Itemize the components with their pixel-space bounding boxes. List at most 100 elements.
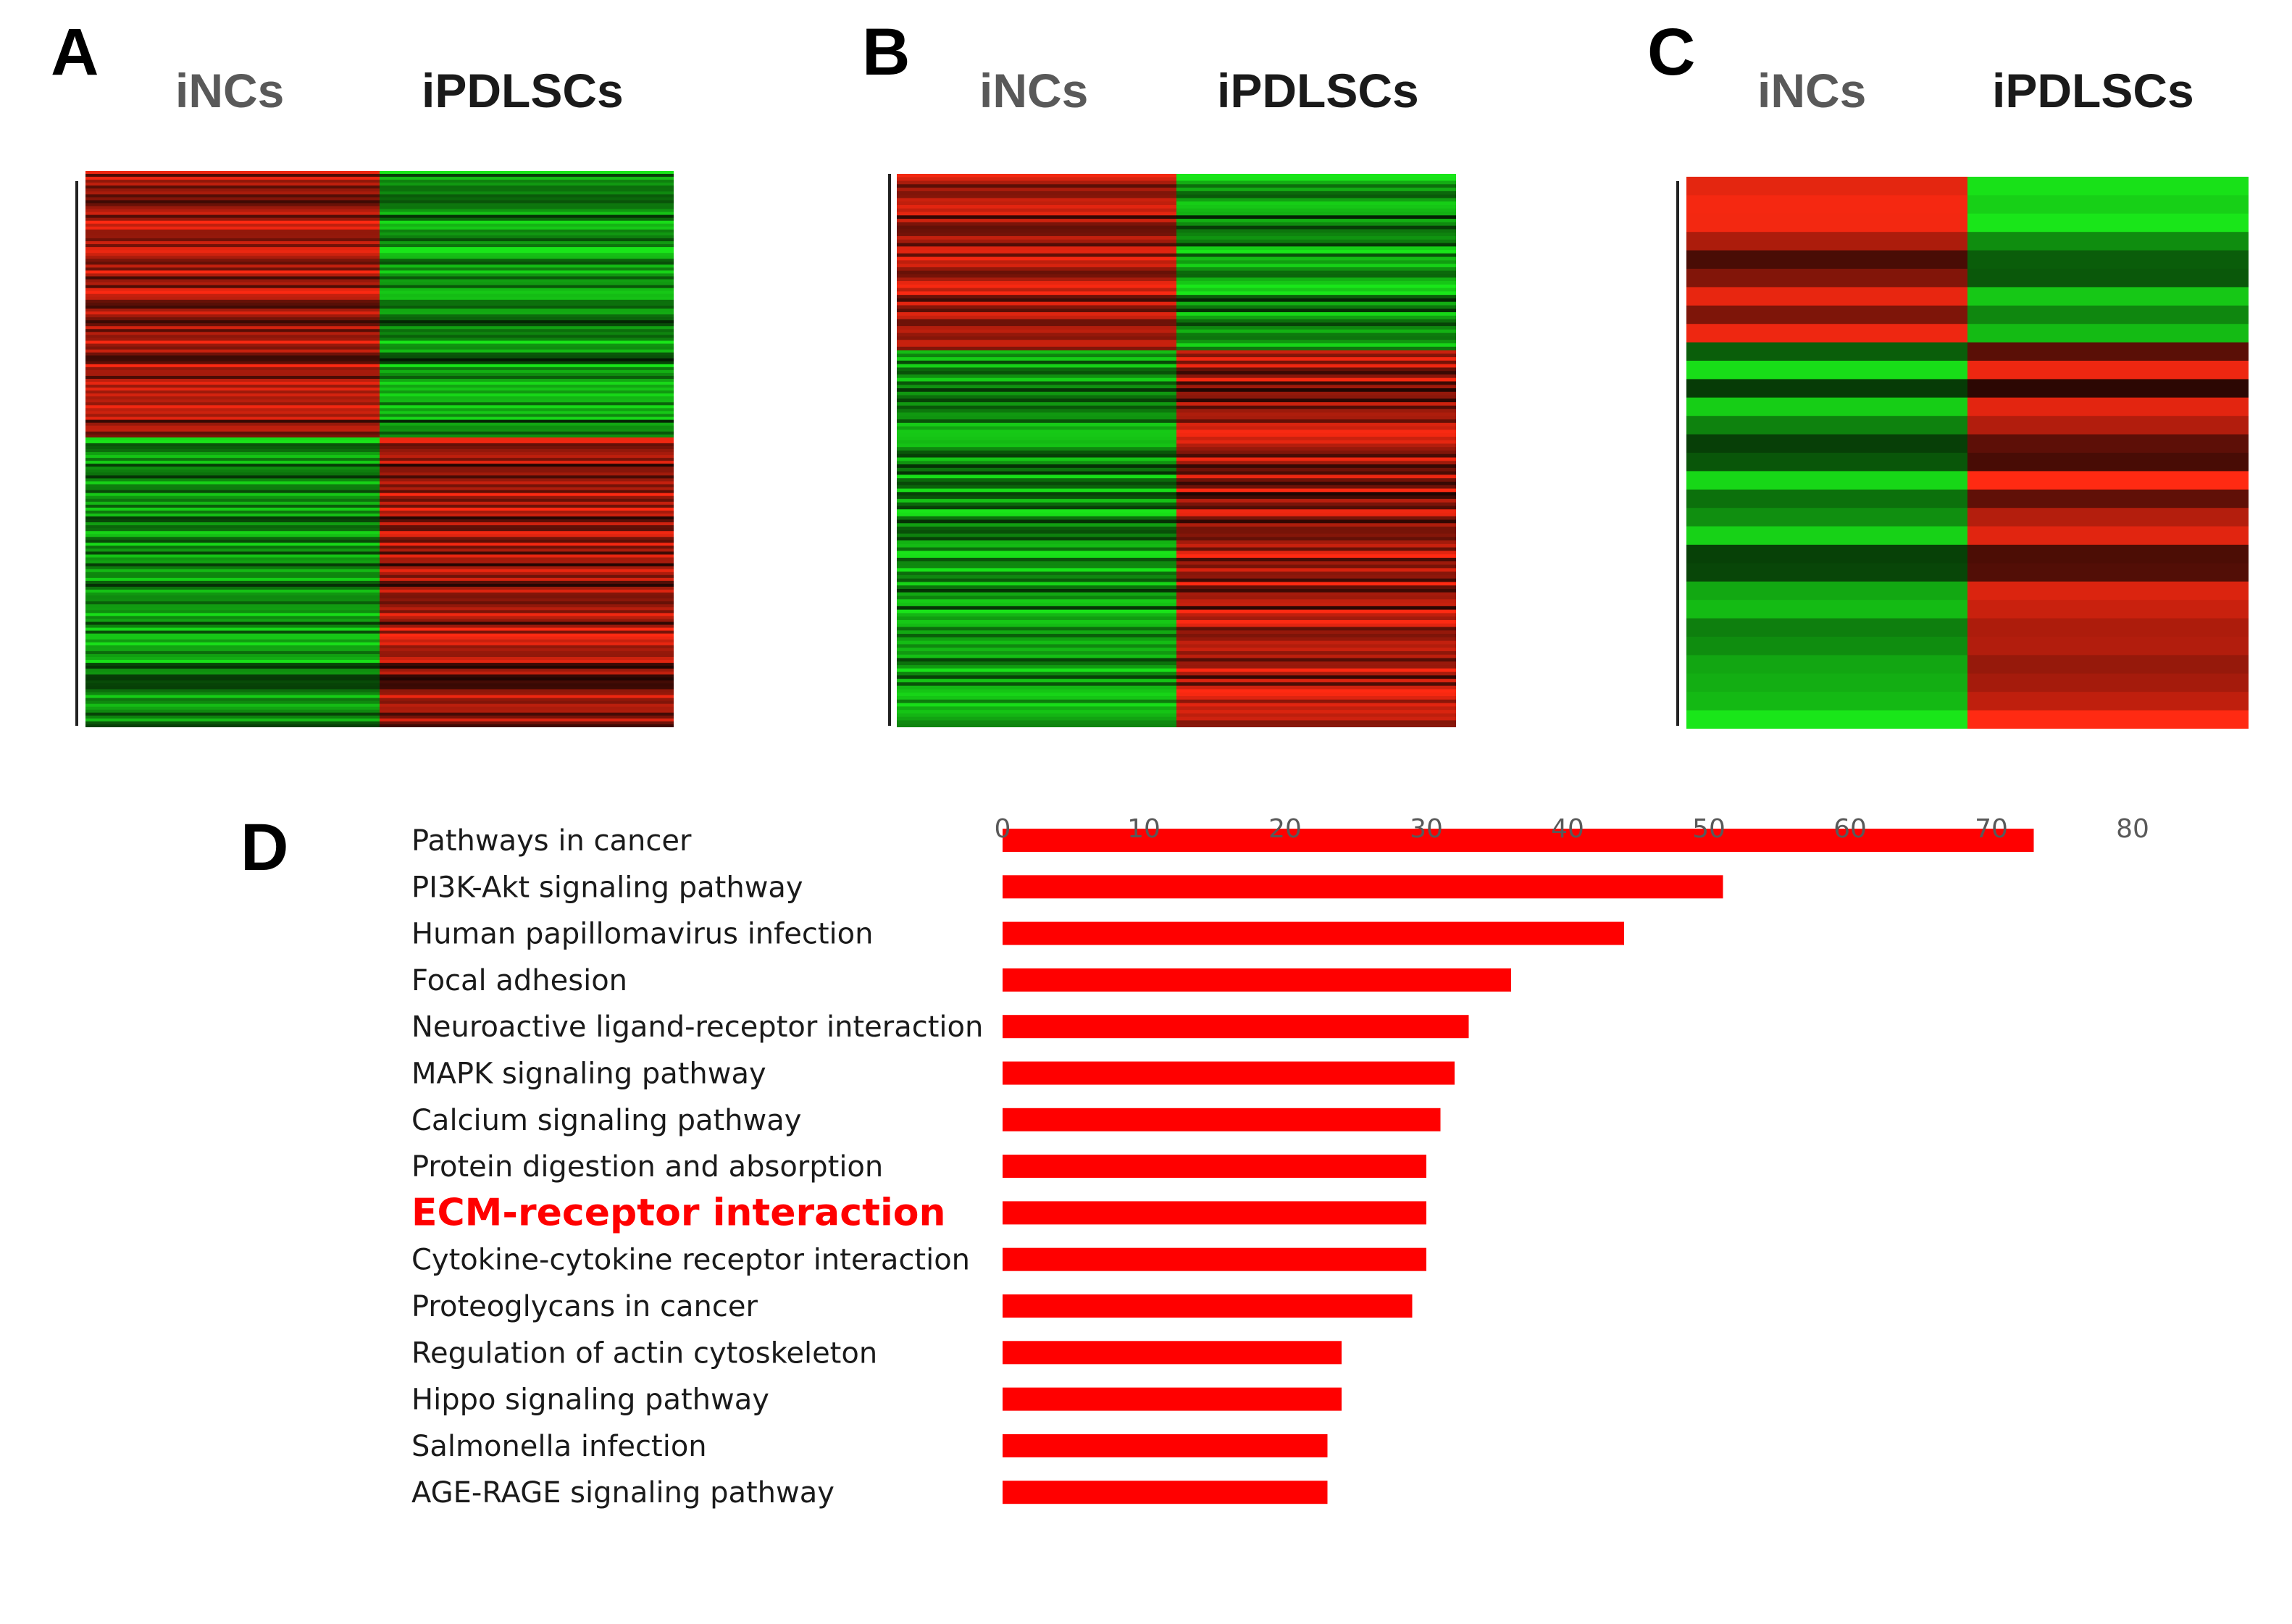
heatmap-a-cell-right (380, 595, 674, 599)
heatmap-a-cell-right (380, 583, 674, 587)
heatmap-b-cell-left (897, 578, 1177, 583)
heatmap-a-cell-left (85, 375, 380, 380)
heatmap-a-cell-right (380, 369, 674, 374)
heatmap-b-cell-left (897, 467, 1177, 472)
heatmap-c-cell-left (1686, 416, 1968, 435)
heatmap-b-cell-right (1176, 582, 1456, 586)
heatmap-a-cell-left (85, 177, 380, 180)
heatmap-a-cell-right (380, 288, 674, 292)
heatmap-a-cell-right (380, 261, 674, 265)
heatmap-b-cell-left (897, 679, 1177, 683)
heatmap-a-cell-left (85, 495, 380, 500)
heatmap-a-cell-right (380, 349, 674, 353)
heatmap-b-cell-right (1176, 585, 1456, 590)
x-tick-label: 10 (1127, 814, 1160, 844)
heatmap-b-cell-right (1176, 360, 1456, 365)
heatmap-b-cell-right (1176, 443, 1456, 448)
heatmap-a-cell-left (85, 574, 380, 579)
heatmap-a-cell-right (380, 197, 674, 201)
heatmap-b-cell-left (897, 267, 1177, 272)
heatmap-b-cell-left (897, 551, 1177, 555)
heatmap-a-cell-right (380, 317, 674, 321)
panel-b-heatmap (897, 174, 1456, 727)
heatmap-a-cell-right (380, 671, 674, 675)
panel-b-dendrogram (888, 174, 891, 726)
heatmap-a-cell-right (380, 653, 674, 658)
heatmap-b-cell-left (897, 295, 1177, 299)
heatmap-b-cell-left (897, 516, 1177, 521)
heatmap-b-cell-right (1176, 516, 1456, 521)
heatmap-b-cell-left (897, 388, 1177, 393)
category-label: Focal adhesion (411, 964, 627, 997)
heatmap-a-cell-right (380, 469, 674, 473)
panel-b-letter: B (862, 15, 911, 89)
heatmap-b-cell-left (897, 654, 1177, 659)
heatmap-a-cell-left (85, 590, 380, 593)
heatmap-a-cell-right (380, 692, 674, 696)
heatmap-b-cell-left (897, 419, 1177, 424)
heatmap-b-cell-left (897, 481, 1177, 486)
heatmap-a-cell-right (380, 390, 674, 394)
heatmap-b-cell-left (897, 640, 1177, 645)
panel-b-inc-label: iNCs (979, 64, 1089, 117)
heatmap-a-cell-left (85, 560, 380, 564)
heatmap-c-cell-left (1686, 526, 1968, 545)
heatmap-a-cell-right (380, 422, 674, 427)
heatmap-a-cell-left (85, 610, 380, 614)
heatmap-b-cell-left (897, 433, 1177, 438)
heatmap-a-cell-left (85, 279, 380, 283)
heatmap-b-cell-left (897, 180, 1177, 185)
heatmap-a-cell-left (85, 671, 380, 675)
heatmap-a-cell-right (380, 645, 674, 649)
heatmap-a-cell-right (380, 226, 674, 230)
heatmap-b-cell-right (1176, 619, 1456, 624)
heatmap-a-cell-right (380, 466, 674, 470)
heatmap-a-cell-right (380, 437, 674, 441)
heatmap-b-cell-right (1176, 634, 1456, 638)
heatmap-c-cell-left (1686, 600, 1968, 619)
heatmap-c-cell-right (1967, 581, 2249, 600)
heatmap-a-cell-left (85, 369, 380, 374)
x-tick-label: 40 (1551, 814, 1584, 844)
heatmap-b-cell-right (1176, 371, 1456, 375)
heatmap-a-cell-right (380, 203, 674, 207)
heatmap-b-cell-right (1176, 340, 1456, 344)
heatmap-b-cell-left (897, 675, 1177, 679)
heatmap-a-cell-right (380, 540, 674, 543)
heatmap-b-cell-right (1176, 606, 1456, 611)
heatmap-a-cell-left (85, 422, 380, 427)
heatmap-a-cell-left (85, 226, 380, 230)
heatmap-a-cell-right (380, 601, 674, 605)
heatmap-b-cell-left (897, 554, 1177, 558)
heatmap-b-cell-left (897, 364, 1177, 369)
heatmap-b-cell-right (1176, 537, 1456, 541)
heatmap-b-cell-right (1176, 322, 1456, 327)
category-label: Calcium signaling pathway (411, 1104, 801, 1137)
heatmap-b-cell-left (897, 191, 1177, 196)
heatmap-c-cell-right (1967, 361, 2249, 380)
heatmap-b-cell-right (1176, 177, 1456, 182)
heatmap-a-cell-right (380, 472, 674, 476)
heatmap-a-cell-right (380, 715, 674, 719)
panel-c-ipdlsc-label: iPDLSCs (1992, 64, 2194, 117)
heatmap-b-cell-right (1176, 547, 1456, 552)
heatmap-a-cell-right (380, 543, 674, 546)
heatmap-b-cell-right (1176, 194, 1456, 199)
heatmap-b-cell-left (897, 457, 1177, 461)
heatmap-b-cell-left (897, 574, 1177, 579)
heatmap-a-cell-left (85, 522, 380, 526)
x-tick-label: 20 (1268, 814, 1302, 844)
heatmap-b-cell-right (1176, 219, 1456, 223)
heatmap-c-cell-right (1967, 508, 2249, 527)
heatmap-a-cell-left (85, 721, 380, 725)
heatmap-b-cell-right (1176, 198, 1456, 202)
heatmap-b-cell-left (897, 471, 1177, 476)
heatmap-a-cell-right (380, 244, 674, 248)
heatmap-a-cell-right (380, 554, 674, 558)
heatmap-a-cell-right (380, 431, 674, 435)
panel-c-letter: C (1647, 15, 1696, 89)
heatmap-a-cell-left (85, 288, 380, 292)
heatmap-a-cell-left (85, 223, 380, 227)
heatmap-b-cell-left (897, 537, 1177, 541)
heatmap-a-cell-right (380, 267, 674, 272)
